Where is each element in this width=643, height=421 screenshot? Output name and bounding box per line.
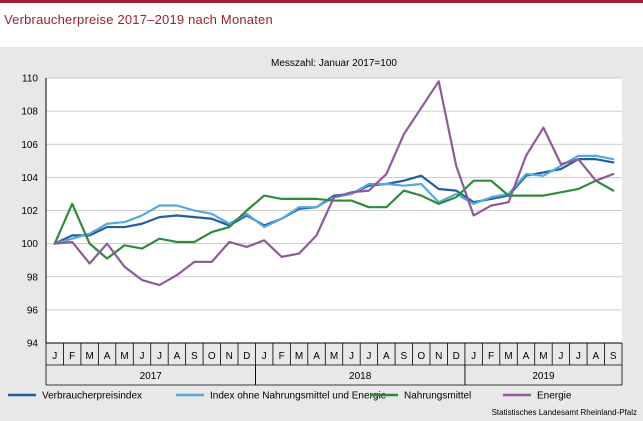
y-tick-label: 94	[27, 339, 39, 350]
x-tick-label: A	[383, 351, 390, 362]
x-tick-label: F	[279, 351, 285, 362]
chart-frame: Messzahl: Januar 2017=100 94 96 98 100 102 104…	[0, 47, 643, 421]
line-chart: Messzahl: Januar 2017=100 94 96 98 100 102 104…	[8, 58, 623, 402]
x-tick-label: J	[140, 351, 145, 362]
y-tick-label: 108	[21, 107, 38, 118]
y-tick-label: 104	[21, 173, 38, 184]
x-tick-label: A	[104, 351, 111, 362]
source-note: Statistisches Landesamt Rheinland-Pfalz	[491, 408, 637, 417]
x-tick-label: J	[558, 351, 563, 362]
x-tick-label: J	[576, 351, 581, 362]
x-tick-label: M	[85, 351, 93, 362]
x-tick-label: S	[610, 351, 617, 362]
series-line-4	[53, 80, 615, 287]
y-tick-label: 110	[22, 74, 38, 85]
x-tick-label: A	[313, 351, 320, 362]
x-tick-label: N	[435, 351, 442, 362]
y-tick-label: 96	[27, 305, 39, 316]
x-tick-label: F	[69, 351, 75, 362]
x-tick-label: N	[226, 351, 233, 362]
x-tick-label: M	[330, 351, 338, 362]
x-tick-label: S	[191, 351, 198, 362]
y-tick-label: 102	[21, 206, 38, 217]
x-tick-label: J	[157, 351, 162, 362]
x-tick-label: M	[120, 351, 128, 362]
x-tick-label: J	[366, 351, 371, 362]
x-tick-label: O	[208, 351, 216, 362]
x-tick-label: J	[349, 351, 354, 362]
x-tick-label: D	[453, 351, 460, 362]
x-tick-label: F	[488, 351, 494, 362]
x-tick-label: A	[174, 351, 181, 362]
y-tick-label: 98	[27, 272, 39, 283]
x-tick-label: M	[295, 351, 303, 362]
legend-label: Nahrungsmittel	[404, 391, 471, 402]
legend-label: Energie	[537, 391, 572, 402]
y-tick-label: 106	[21, 140, 38, 151]
x-tick-label: A	[592, 351, 599, 362]
chart-subtitle: Messzahl: Januar 2017=100	[271, 58, 397, 69]
x-tick-label: O	[417, 351, 425, 362]
year-label: 2019	[532, 371, 555, 382]
x-tick-label: M	[504, 351, 512, 362]
x-tick-label: J	[262, 351, 267, 362]
x-tick-label: J	[52, 351, 57, 362]
legend-label: Index ohne Nahrungsmittel und Energie	[210, 391, 387, 402]
title-rule	[0, 0, 643, 3]
year-label: 2018	[349, 371, 372, 382]
series-line-3	[53, 179, 615, 260]
x-tick-label: D	[243, 351, 250, 362]
x-tick-label: S	[400, 351, 407, 362]
y-tick-label: 100	[21, 239, 38, 250]
page-title: Verbraucherpreise 2017–2019 nach Monaten	[4, 12, 273, 27]
x-tick-label: M	[539, 351, 547, 362]
x-tick-label: A	[523, 351, 530, 362]
legend-label: Verbraucherpreisindex	[42, 391, 142, 402]
year-label: 2017	[140, 371, 163, 382]
x-tick-label: J	[471, 351, 476, 362]
